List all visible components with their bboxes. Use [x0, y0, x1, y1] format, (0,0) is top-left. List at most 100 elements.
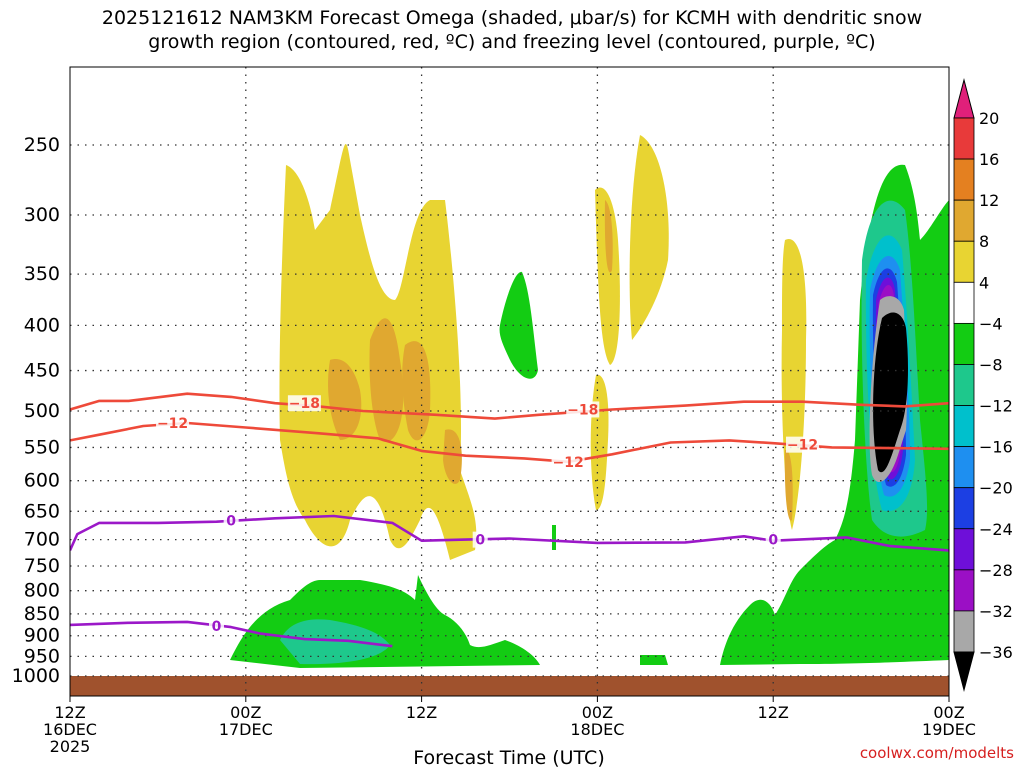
- y-tick-label: 800: [24, 580, 60, 602]
- contour-label-bg: [765, 531, 781, 548]
- contour-label: 0: [475, 533, 485, 549]
- colorbar-swatch: [953, 569, 975, 612]
- omega-positive-region: [590, 374, 609, 510]
- omega-positive-region: [595, 187, 620, 365]
- contour-label-bg: [551, 453, 585, 470]
- contour-label: −12: [157, 416, 188, 432]
- y-tick-label: 850: [24, 603, 60, 625]
- y-tick-label: 950: [24, 645, 60, 667]
- colorbar: 20 16 12 8 4 −4 −8 −12 −16 −20 −24 −28 −32 −36: [953, 78, 1013, 692]
- colorbar-swatch: [953, 651, 975, 692]
- colorbar-swatch: [953, 281, 975, 324]
- colorbar-label: −36: [979, 643, 1013, 662]
- colorbar-swatch: [953, 528, 975, 571]
- y-tick-label: 750: [24, 555, 60, 577]
- y-tick-label: 450: [24, 360, 60, 382]
- colorbar-label: −24: [979, 520, 1013, 539]
- colorbar-swatch: [953, 487, 975, 530]
- title-line-1: 2025121612 NAM3KM Forecast Omega (shaded…: [101, 7, 923, 29]
- x-tick-label: 2025: [50, 737, 91, 756]
- x-tick-label: 19DEC: [922, 720, 976, 739]
- omega-negative-core: [873, 312, 908, 473]
- colorbar-swatch: [953, 240, 975, 283]
- contour-freezing-level-low: [70, 620, 393, 648]
- contour-label: −12: [552, 455, 583, 471]
- plot-frame: [69, 66, 950, 697]
- y-tick-label: 400: [24, 314, 60, 336]
- y-tick-label: 300: [24, 204, 60, 226]
- colorbar-label: 12: [979, 191, 999, 210]
- contour-freezing-level: [70, 514, 949, 552]
- y-tick-label: 500: [24, 400, 60, 422]
- y-tick-label: 600: [24, 470, 60, 492]
- omega-negative-region: [499, 271, 538, 379]
- contour-lines: −18 −18 −12 −12 −12 0 0 0 0: [70, 392, 949, 648]
- colorbar-swatch: [953, 158, 975, 201]
- x-tick-label: 12Z: [406, 703, 437, 722]
- y-tick-label: 550: [24, 436, 60, 458]
- colorbar-label: 16: [979, 150, 999, 169]
- contour-label: 0: [768, 533, 778, 549]
- y-tick-label: 1000: [12, 665, 60, 687]
- contour-label-bg: [223, 512, 239, 529]
- colorbar-swatch: [953, 322, 975, 365]
- omega-positive-core: [328, 359, 362, 440]
- omega-negative-region: [280, 619, 390, 665]
- contour-label: −18: [289, 396, 320, 412]
- colorbar-label: −16: [979, 438, 1013, 457]
- x-tick-label: 18DEC: [570, 720, 624, 739]
- pressure-axis: 2503003504004505005506006507007508008509…: [12, 134, 60, 687]
- colorbar-swatch: [953, 78, 975, 119]
- omega-positive-region: [629, 135, 669, 340]
- omega-negative-region: [230, 575, 540, 668]
- colorbar-label: −4: [979, 314, 1003, 333]
- contour-label: −18: [567, 402, 598, 418]
- contour-label-bg: [566, 401, 600, 418]
- colorbar-label: −20: [979, 479, 1013, 498]
- below-ground-layer: [70, 676, 949, 696]
- colorbar-label: −12: [979, 397, 1013, 416]
- colorbar-swatch: [953, 117, 975, 160]
- contour-label-bg: [287, 395, 321, 412]
- omega-shading: [230, 135, 949, 668]
- omega-positive-core: [784, 449, 793, 521]
- x-tick-label: 00Z: [230, 703, 261, 722]
- x-axis-label: Forecast Time (UTC): [413, 747, 604, 768]
- contour-label: 0: [212, 619, 222, 635]
- colorbar-label: −28: [979, 561, 1013, 580]
- colorbar-label: 8: [979, 232, 989, 251]
- x-tick-label: 12Z: [54, 703, 85, 722]
- contour-label-bg: [472, 531, 488, 548]
- contour-label-bg: [209, 617, 224, 634]
- y-tick-label: 250: [24, 134, 60, 156]
- colorbar-swatch: [953, 199, 975, 242]
- contour-label-bg: [156, 415, 190, 432]
- y-tick-label: 650: [24, 500, 60, 522]
- contour-label: −12: [787, 438, 818, 454]
- colorbar-label: −32: [979, 602, 1013, 621]
- colorbar-swatch: [953, 364, 975, 406]
- y-tick-label: 700: [24, 529, 60, 551]
- chart-title: 2025121612 NAM3KM Forecast Omega (shaded…: [0, 6, 1024, 54]
- contour-label-bg: [786, 436, 819, 453]
- x-tick-label: 00Z: [933, 703, 964, 722]
- contour-label: 0: [226, 514, 236, 530]
- omega-positive-core: [402, 341, 431, 441]
- x-tick-label: 17DEC: [219, 720, 273, 739]
- colorbar-swatch: [953, 405, 975, 448]
- omega-negative-region: [640, 655, 668, 665]
- title-line-2: growth region (contoured, red, ºC) and f…: [148, 31, 876, 53]
- colorbar-label: 20: [979, 109, 999, 128]
- source-credit: coolwx.com/modelts: [859, 744, 1014, 762]
- colorbar-label: 4: [979, 273, 989, 292]
- omega-positive-core: [604, 200, 613, 273]
- x-tick-label: 00Z: [582, 703, 613, 722]
- omega-negative-region: [552, 525, 556, 550]
- colorbar-label: −8: [979, 355, 1003, 374]
- x-tick-label: 12Z: [758, 703, 789, 722]
- colorbar-swatch: [953, 446, 975, 489]
- colorbar-swatch: [953, 610, 975, 653]
- x-tick-label: 16DEC: [43, 720, 97, 739]
